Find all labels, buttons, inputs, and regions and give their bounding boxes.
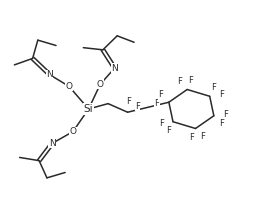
Text: O: O xyxy=(65,82,73,91)
Text: F: F xyxy=(154,99,159,108)
Text: N: N xyxy=(49,139,55,148)
Text: N: N xyxy=(46,70,53,79)
Text: F: F xyxy=(200,132,205,141)
Text: N: N xyxy=(111,64,118,73)
Text: F: F xyxy=(159,119,164,128)
Text: F: F xyxy=(219,119,224,128)
Text: F: F xyxy=(127,97,131,106)
Text: F: F xyxy=(219,90,224,99)
Text: O: O xyxy=(69,127,77,136)
Text: F: F xyxy=(158,90,163,99)
Text: F: F xyxy=(189,76,194,85)
Text: F: F xyxy=(223,110,228,119)
Text: F: F xyxy=(211,83,216,92)
Text: F: F xyxy=(135,102,140,111)
Text: F: F xyxy=(189,133,194,142)
Text: F: F xyxy=(177,77,182,86)
Text: O: O xyxy=(97,80,104,89)
Text: F: F xyxy=(166,126,171,135)
Text: Si: Si xyxy=(84,104,93,114)
